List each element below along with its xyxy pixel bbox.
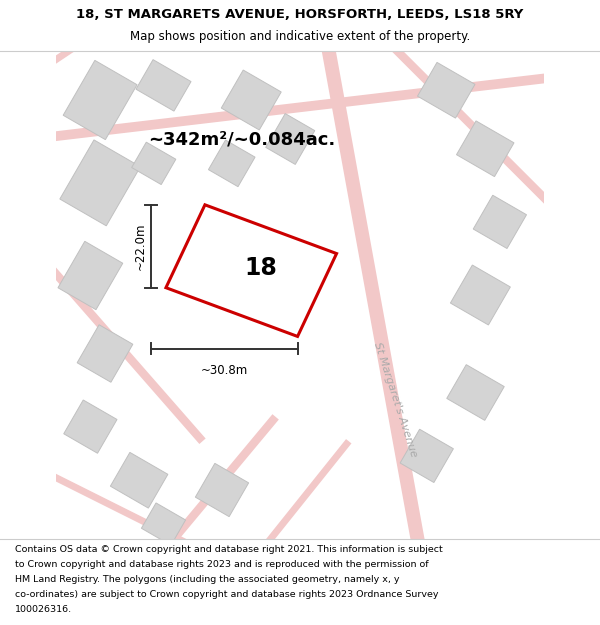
Text: 18, ST MARGARETS AVENUE, HORSFORTH, LEEDS, LS18 5RY: 18, ST MARGARETS AVENUE, HORSFORTH, LEED… — [76, 8, 524, 21]
Text: ~30.8m: ~30.8m — [201, 364, 248, 377]
Text: 100026316.: 100026316. — [15, 605, 72, 614]
Text: ~342m²/~0.084ac.: ~342m²/~0.084ac. — [148, 130, 335, 148]
Polygon shape — [196, 463, 248, 517]
Polygon shape — [266, 114, 315, 164]
Polygon shape — [64, 400, 117, 453]
Polygon shape — [63, 61, 137, 139]
Text: Map shows position and indicative extent of the property.: Map shows position and indicative extent… — [130, 31, 470, 43]
Text: St Margaret's Avenue: St Margaret's Avenue — [372, 341, 418, 459]
Polygon shape — [473, 195, 527, 249]
Polygon shape — [110, 452, 168, 508]
Polygon shape — [457, 121, 514, 177]
Polygon shape — [400, 429, 454, 483]
Text: to Crown copyright and database rights 2023 and is reproduced with the permissio: to Crown copyright and database rights 2… — [15, 560, 428, 569]
Polygon shape — [136, 59, 191, 111]
Polygon shape — [142, 503, 185, 546]
Polygon shape — [77, 325, 133, 382]
Polygon shape — [418, 62, 475, 118]
Text: 18: 18 — [245, 256, 277, 280]
Text: Contains OS data © Crown copyright and database right 2021. This information is : Contains OS data © Crown copyright and d… — [15, 545, 443, 554]
Polygon shape — [60, 140, 140, 226]
Text: HM Land Registry. The polygons (including the associated geometry, namely x, y: HM Land Registry. The polygons (includin… — [15, 575, 400, 584]
Polygon shape — [451, 265, 511, 325]
Polygon shape — [58, 241, 123, 310]
Polygon shape — [221, 70, 281, 130]
Polygon shape — [208, 140, 255, 187]
Polygon shape — [131, 142, 176, 184]
Text: co-ordinates) are subject to Crown copyright and database rights 2023 Ordnance S: co-ordinates) are subject to Crown copyr… — [15, 590, 439, 599]
Polygon shape — [447, 364, 504, 421]
Text: ~22.0m: ~22.0m — [134, 222, 147, 270]
